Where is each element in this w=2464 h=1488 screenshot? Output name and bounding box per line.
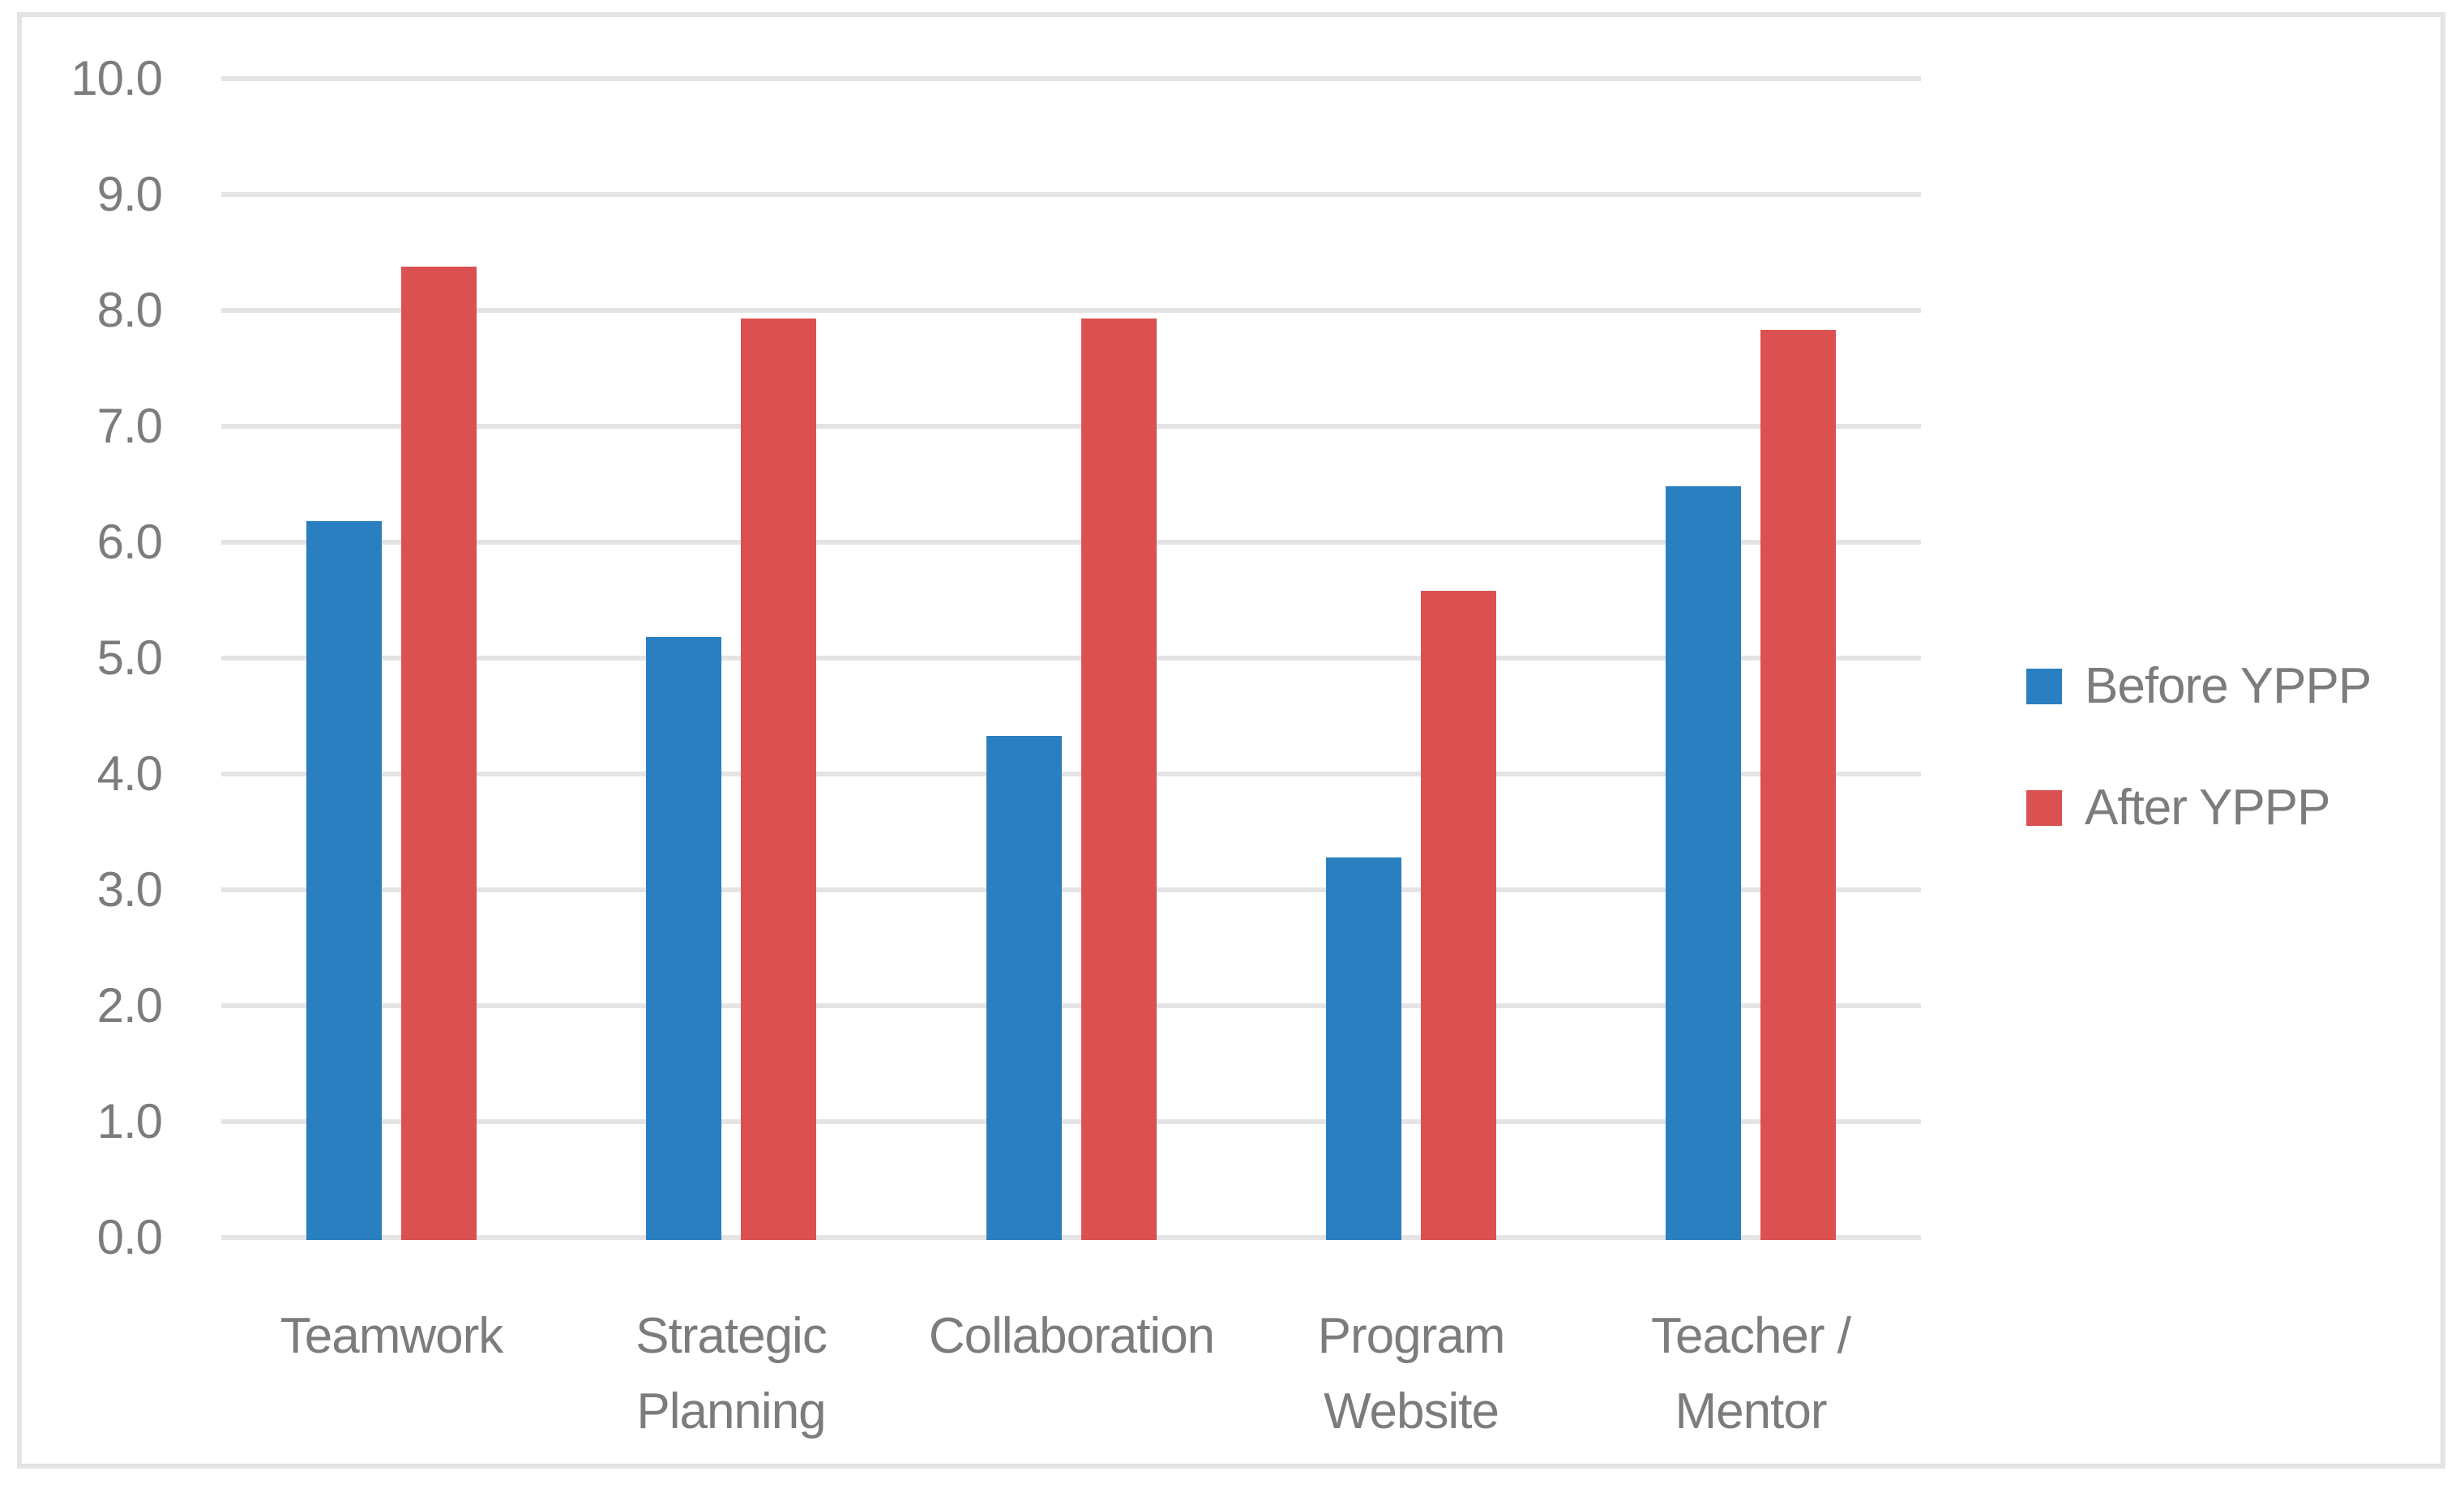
legend-item-before-yppp: Before YPPP [2026,658,2372,714]
gridline [221,1003,1921,1008]
gridline [221,1119,1921,1124]
x-axis-category-label: Collaboration [901,1298,1242,1374]
bar-after-yppp [741,319,816,1240]
bar-before-yppp [1326,857,1401,1240]
x-axis-category-label: Program Website [1241,1298,1581,1449]
gridline [221,76,1921,81]
legend-label: Before YPPP [2085,658,2372,714]
x-label-line: Program [1317,1308,1506,1364]
gridline [221,308,1921,313]
legend-label: After YPPP [2085,780,2330,836]
y-axis-tick-label: 10.0 [71,51,163,105]
y-axis-tick-label: 6.0 [96,515,163,569]
chart-frame-border [17,12,2445,1469]
bar-before-yppp [306,521,382,1240]
bar-before-yppp [646,637,721,1240]
bar-after-yppp [1760,330,1836,1240]
bar-before-yppp [986,736,1062,1240]
gridline [221,1235,1921,1240]
gridline [221,772,1921,776]
x-label-line: Teamwork [280,1308,504,1364]
bar-after-yppp [401,267,477,1240]
bar-before-yppp [1666,486,1741,1240]
y-axis-tick-label: 4.0 [96,746,163,801]
x-axis-category-label: Teacher / Mentor [1581,1298,1921,1449]
gridline [221,424,1921,429]
x-axis-category-label: Strategic Planning [561,1298,901,1449]
gridline [221,887,1921,892]
bar-after-yppp [1081,319,1157,1240]
y-axis-tick-label: 0.0 [96,1210,163,1264]
legend-swatch-icon [2026,669,2062,704]
bar-after-yppp [1421,591,1496,1240]
x-axis-category-label: Teamwork [221,1298,562,1374]
x-label-line: Planning [636,1383,826,1439]
gridline [221,540,1921,545]
y-axis-tick-label: 5.0 [96,631,163,685]
x-label-line: Teacher / [1650,1308,1851,1364]
x-label-line: Strategic [635,1308,828,1364]
y-axis-tick-label: 3.0 [96,862,163,917]
y-axis-tick-label: 1.0 [96,1094,163,1148]
legend-item-after-yppp: After YPPP [2026,780,2330,836]
gridline [221,656,1921,661]
y-axis-tick-label: 7.0 [96,399,163,453]
legend-swatch-icon [2026,790,2062,826]
gridline [221,192,1921,197]
y-axis-tick-label: 8.0 [96,283,163,337]
x-label-line: Collaboration [928,1308,1215,1364]
x-label-line: Mentor [1675,1383,1828,1439]
y-axis-tick-label: 2.0 [96,978,163,1033]
y-axis-tick-label: 9.0 [96,167,163,221]
x-label-line: Website [1324,1383,1499,1439]
